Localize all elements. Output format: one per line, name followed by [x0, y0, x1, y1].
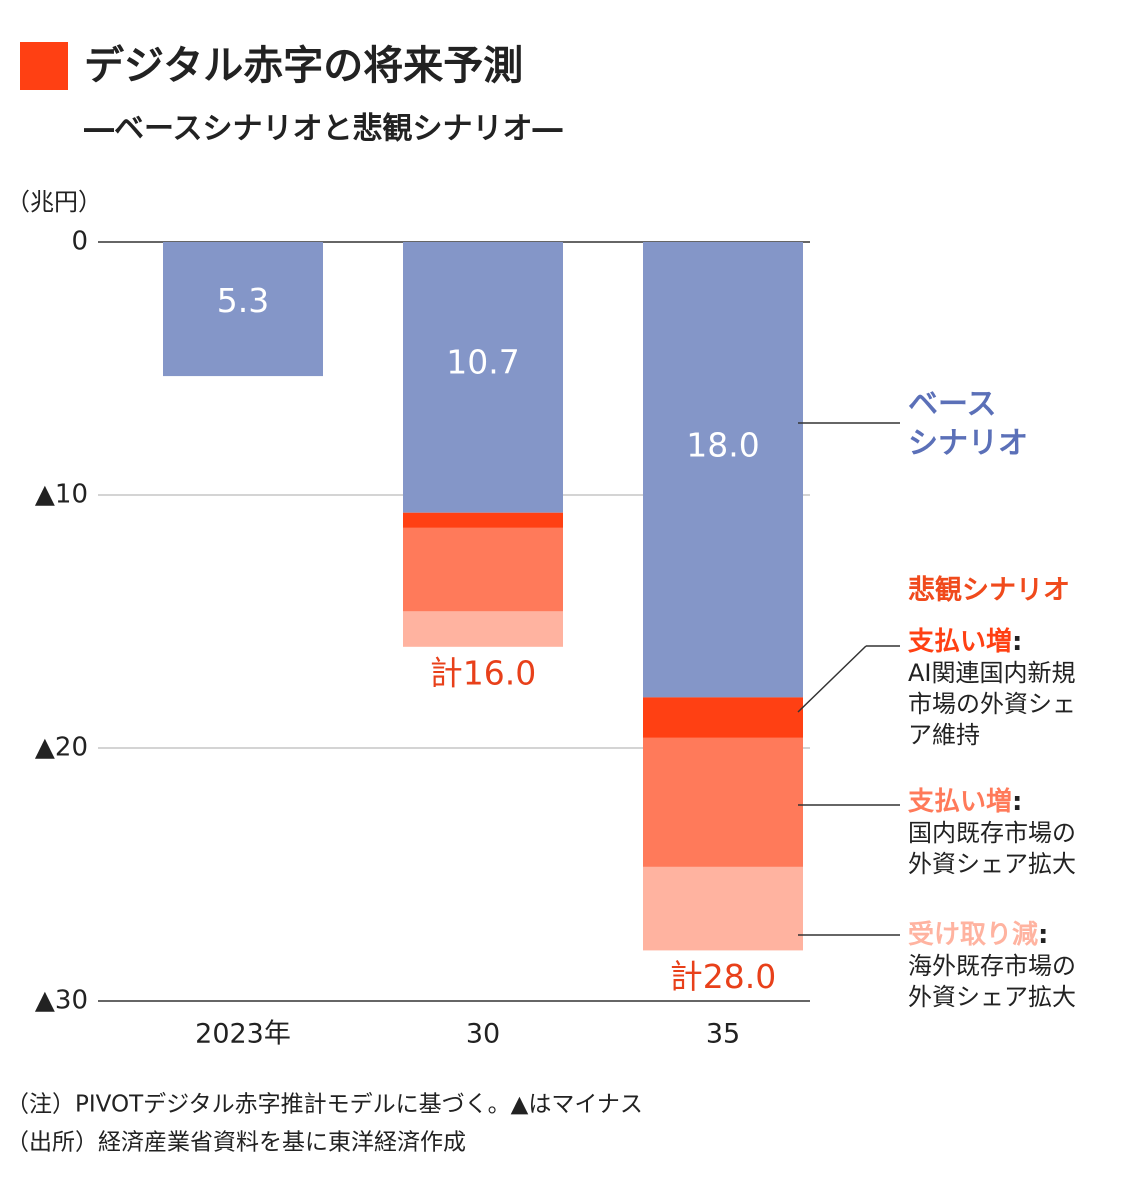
bar-segment [643, 242, 803, 698]
bar-value-label: 5.3 [217, 281, 269, 320]
bar-segment [403, 611, 563, 647]
legend-description: AI関連国内新規 市場の外資シェ ア維持 [908, 659, 1076, 749]
bar-segment [403, 242, 563, 513]
legend-entry: 受け取り減: 海外既存市場の 外資シェア拡大 [908, 920, 1076, 1013]
total-label: 計16.0 [430, 653, 536, 692]
legend-separator: : [1012, 627, 1023, 657]
legend-name: 支払い増 [908, 787, 1013, 817]
bar-value-label: 18.0 [686, 425, 759, 464]
x-tick-label: 2023年 [195, 1019, 291, 1050]
bar-segment [403, 527, 563, 612]
total-label: 計28.0 [670, 957, 776, 996]
bar-value-label: 10.7 [446, 342, 519, 381]
chart-subtitle: ―ベースシナリオと悲観シナリオ― [84, 112, 563, 147]
chart-title: デジタル赤字の将来予測 [84, 43, 523, 89]
x-tick-label: 35 [706, 1019, 740, 1050]
y-axis-label: （兆円） [6, 188, 102, 216]
legend-separator: : [1038, 920, 1049, 950]
legend-name: 支払い増 [908, 627, 1013, 657]
note: （注）PIVOTデジタル赤字推計モデルに基づく。▲はマイナス [6, 1092, 643, 1118]
x-tick-label: 30 [466, 1019, 500, 1050]
bar-segment [643, 737, 803, 867]
legend-group-label: 悲観シナリオ [908, 575, 1070, 606]
bar-segment [643, 697, 803, 738]
legend-description: 海外既存市場の 外資シェア拡大 [908, 952, 1076, 1011]
legend-name: 受け取り減 [908, 920, 1039, 950]
leader-line [797, 645, 867, 713]
y-tick-label: ▲20 [35, 733, 88, 763]
bar-segment [643, 866, 803, 951]
y-tick-label: ▲30 [35, 986, 88, 1016]
legend-separator: : [1012, 787, 1023, 817]
legend-entry: 支払い増: 国内既存市場の 外資シェア拡大 [908, 787, 1076, 880]
legend-description: 国内既存市場の 外資シェア拡大 [908, 819, 1076, 878]
y-tick-label: ▲10 [35, 480, 88, 510]
legend-entry: ベース シナリオ [908, 386, 1028, 464]
bar-segment [163, 242, 323, 377]
legend-name: ベース シナリオ [908, 387, 1028, 461]
source: （出所）経済産業省資料を基に東洋経済作成 [6, 1130, 466, 1156]
legend-entry: 支払い増: AI関連国内新規 市場の外資シェ ア維持 [908, 627, 1076, 751]
y-tick-label: 0 [71, 227, 88, 257]
bar-segment [403, 512, 563, 528]
title-marker [20, 42, 68, 90]
